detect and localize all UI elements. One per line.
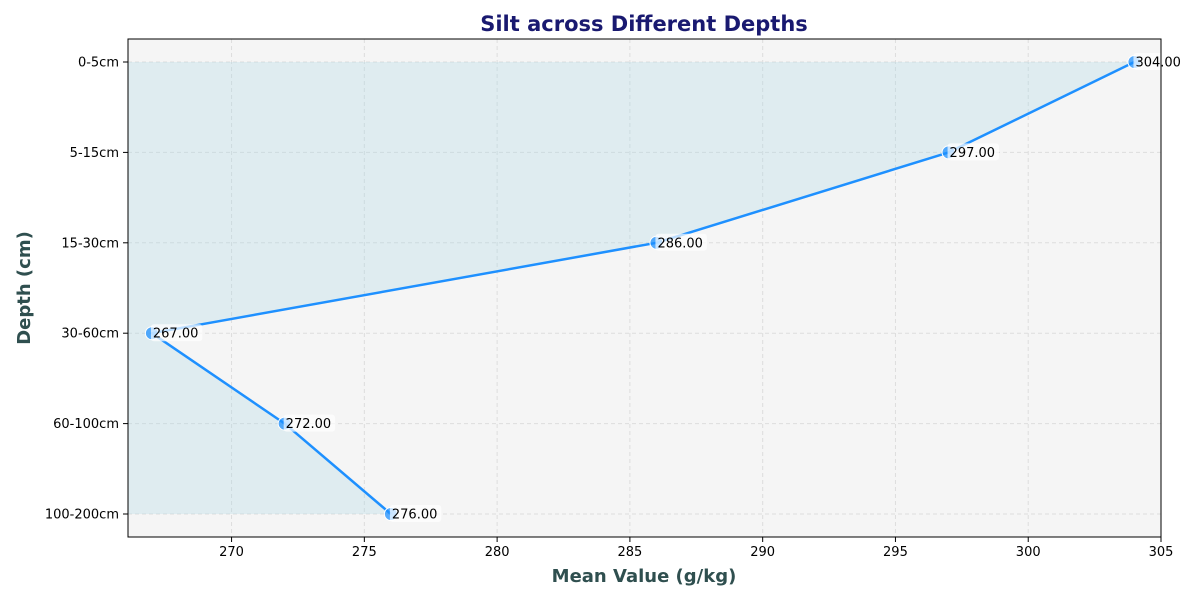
area-fill: [128, 62, 1135, 514]
series-line: [150, 60, 1135, 515]
data-label: 286.00: [657, 236, 703, 251]
data-label-bg: [947, 143, 999, 161]
data-label-bg: [283, 414, 336, 432]
y-axis-ticks: 0-5cm 5-15cm 15-30cm 30-60cm 60-100cm 100-200…: [45, 56, 128, 523]
x-axis-ticks: 270 275 280 285 290 295 300 305: [219, 537, 1173, 560]
x-tick-label: 275: [352, 545, 377, 560]
data-label: 297.00: [950, 146, 996, 161]
area-fill-layer: [128, 62, 1135, 514]
x-axis-label: Mean Value (g/kg): [552, 566, 737, 587]
x-tick-label: 295: [883, 545, 908, 560]
x-tick-label: 285: [617, 545, 642, 560]
data-label-bg: [150, 324, 203, 342]
data-label-bg: [389, 505, 442, 522]
data-label: 267.00: [153, 327, 199, 342]
y-tick-label: 15-30cm: [61, 236, 119, 251]
x-tick-label: 270: [219, 545, 244, 560]
y-tick-label: 100-200cm: [45, 508, 119, 523]
y-tick-label: 5-15cm: [70, 146, 119, 161]
data-label-layer: 304.00 297.00 286.00 267.00 272.00 276.00: [150, 53, 1185, 523]
plot-area: [128, 39, 1161, 537]
chart-title: Silt across Different Depths: [480, 12, 808, 36]
data-label: 304.00: [1135, 56, 1181, 71]
data-label-bg: [1133, 53, 1185, 70]
x-tick-label: 300: [1016, 545, 1041, 560]
y-tick-label: 60-100cm: [53, 417, 119, 432]
y-tick-label: 0-5cm: [78, 56, 119, 71]
x-tick-label: 305: [1149, 545, 1174, 560]
y-axis-label: Depth (cm): [14, 231, 35, 345]
data-label: 272.00: [286, 417, 332, 432]
y-tick-label: 30-60cm: [61, 327, 119, 342]
plot-frame: [127, 38, 1162, 538]
data-label-bg: [655, 233, 707, 251]
data-label: 276.00: [392, 508, 438, 523]
x-tick-label: 280: [485, 545, 510, 560]
series-line-layer: [150, 60, 1135, 515]
x-tick-label: 290: [750, 545, 775, 560]
